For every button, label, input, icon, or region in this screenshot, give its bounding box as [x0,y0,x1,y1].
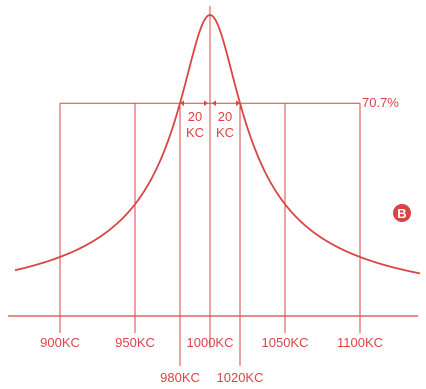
bandwidth-tick-label-980kc: 980KC [160,370,200,385]
grid [8,6,418,366]
resonance-curve [14,14,421,275]
arrow-right-1020 [236,100,240,106]
reference-level-label: 70.7% [362,95,399,110]
x-tick-label-1050kc: 1050KC [262,335,309,350]
arrow-right-to-center [204,100,208,106]
x-tick-label-1000kc: 1000KC [187,335,234,350]
reference-level-line: 70.7% [60,95,399,110]
marker-b-badge [393,204,411,222]
tick-labels: 900KC 950KC 1000KC 1050KC 1100KC 980KC 1020KC [40,335,383,385]
bandwidth-tick-label-1020kc: 1020KC [217,370,264,385]
half-bandwidth-left-unit: KC [186,125,204,140]
half-bandwidth-right-value: 20 [218,109,232,124]
curve-layer [14,14,421,275]
x-tick-label-900kc: 900KC [40,335,80,350]
x-tick-label-1100kc: 1100KC [337,335,383,350]
half-bandwidth-right-unit: KC [216,125,234,140]
arrow-left-from-center [212,100,216,106]
marker-b-label: B [397,206,406,221]
x-tick-label-950kc: 950KC [115,335,155,350]
arrow-left-980 [180,100,184,106]
half-bandwidth-left-value: 20 [188,109,202,124]
